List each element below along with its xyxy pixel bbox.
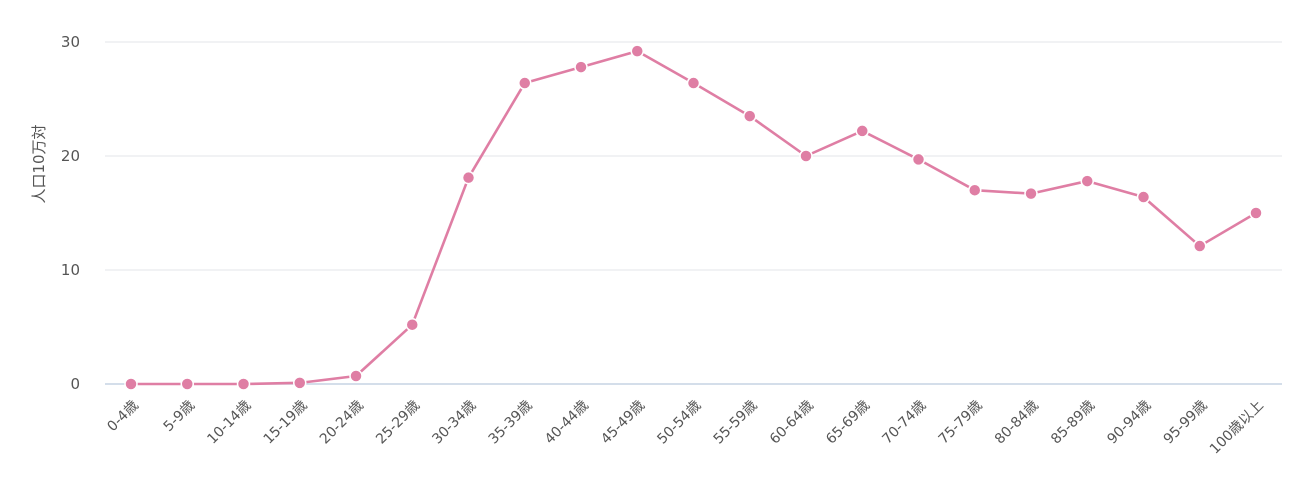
data-point (124, 377, 138, 391)
data-point (405, 317, 419, 332)
x-tick-label: 90-94歳 (1104, 398, 1154, 448)
x-tick-label: 45-49歳 (598, 398, 648, 448)
x-tick-label: 65-69歳 (823, 398, 873, 448)
y-tick-label: 20 (61, 147, 80, 165)
x-tick-label: 75-79歳 (936, 398, 986, 448)
series-line (131, 49, 1257, 386)
data-points (124, 44, 1263, 391)
x-tick-label: 95-99歳 (1161, 398, 1211, 448)
x-tick-label: 0-4歳 (104, 398, 141, 435)
y-axis-label: 人口10万対 (30, 124, 48, 203)
data-point (1136, 190, 1151, 204)
x-tick-label: 40-44歳 (542, 398, 592, 448)
data-point (911, 152, 926, 167)
data-point (855, 124, 869, 138)
y-tick-label: 30 (61, 33, 80, 51)
data-point (1080, 174, 1094, 188)
data-point (293, 376, 307, 390)
x-axis-ticks: 0-4歳 5-9歳 10-14歳 15-19歳 20-24歳 25-29歳 30-34歳 35… (104, 398, 1266, 458)
x-tick-label: 80-84歳 (992, 398, 1042, 448)
data-point (1193, 239, 1207, 253)
x-tick-label: 30-34歳 (429, 398, 479, 448)
data-point (518, 76, 532, 90)
x-tick-label: 5-9歳 (161, 398, 198, 435)
data-point (630, 44, 644, 58)
data-point (799, 149, 813, 163)
gridlines (105, 41, 1282, 271)
data-point (180, 377, 194, 391)
x-tick-label: 85-89歳 (1048, 398, 1098, 448)
x-tick-label: 20-24歳 (317, 398, 367, 448)
data-point (574, 60, 588, 74)
data-point (686, 76, 701, 90)
data-point (968, 183, 982, 197)
y-tick-label: 0 (70, 375, 80, 393)
data-point (1249, 206, 1263, 220)
y-axis-ticks: 0 10 20 30 (61, 33, 80, 393)
data-point (1024, 186, 1038, 201)
x-tick-label: 15-19歳 (261, 398, 311, 448)
data-point (461, 170, 476, 185)
data-point (743, 109, 757, 123)
y-tick-label: 10 (61, 261, 80, 279)
data-point (236, 377, 251, 391)
x-tick-label: 25-29歳 (373, 398, 423, 448)
data-point (349, 369, 363, 383)
x-tick-label: 70-74歳 (879, 398, 929, 448)
x-tick-label: 60-64歳 (767, 398, 817, 448)
x-tick-label: 35-39歳 (486, 398, 536, 448)
x-tick-label: 100歳以上 (1207, 398, 1267, 458)
x-tick-label: 55-59歳 (711, 398, 761, 448)
x-tick-label: 50-54歳 (654, 398, 704, 448)
x-tick-label: 10-14歳 (204, 398, 254, 448)
